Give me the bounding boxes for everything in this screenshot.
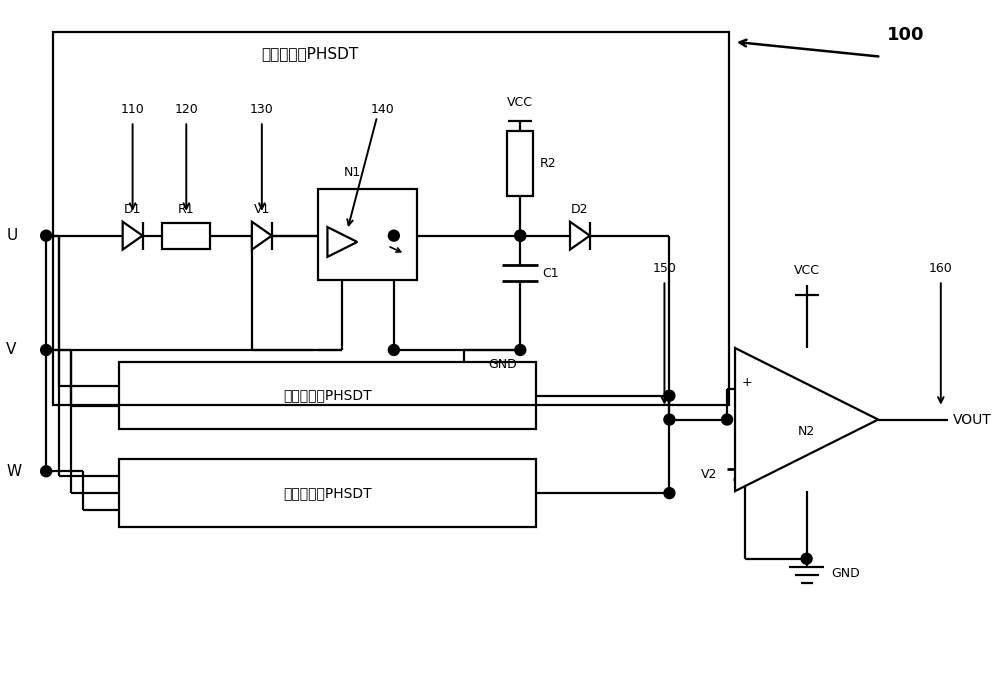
Text: V1: V1 [254,203,270,216]
Text: VCC: VCC [507,97,533,110]
Text: U: U [6,228,18,243]
Circle shape [722,414,733,425]
Bar [119,460,536,527]
Circle shape [41,344,52,355]
Polygon shape [123,221,143,250]
Bar [318,189,417,280]
Circle shape [515,230,526,241]
Bar [119,362,536,429]
Text: D1: D1 [124,203,141,216]
Text: 130: 130 [250,104,274,117]
Text: N1: N1 [344,166,361,179]
Text: GND: GND [488,358,517,371]
Circle shape [515,344,526,355]
Text: 相检测电路PHSDT: 相检测电路PHSDT [283,388,372,403]
Text: +: + [742,376,752,389]
Text: 150: 150 [653,262,676,275]
Polygon shape [252,221,272,250]
Circle shape [801,553,812,564]
Text: C1: C1 [542,267,559,280]
Text: VCC: VCC [794,264,820,277]
Polygon shape [327,227,357,257]
Circle shape [664,488,675,499]
Bar [507,131,533,196]
Text: 160: 160 [929,262,953,275]
Circle shape [41,230,52,241]
Polygon shape [735,348,878,491]
Circle shape [388,230,399,241]
Text: 140: 140 [370,104,394,117]
Text: 相检测电路PHSDT: 相检测电路PHSDT [261,46,359,61]
Text: 100: 100 [887,26,925,43]
Circle shape [41,466,52,477]
Text: VOUT: VOUT [953,413,991,426]
Circle shape [515,230,526,241]
Text: D2: D2 [571,203,589,216]
Circle shape [664,414,675,425]
Bar [53,32,729,404]
Text: R2: R2 [540,157,557,170]
Text: V: V [6,342,17,357]
Text: R1: R1 [178,203,195,216]
Text: V2: V2 [701,468,717,481]
Polygon shape [570,221,590,250]
Text: W: W [6,464,21,479]
Text: 相检测电路PHSDT: 相检测电路PHSDT [283,486,372,500]
Text: 120: 120 [174,104,198,117]
Circle shape [388,344,399,355]
Text: N2: N2 [798,425,815,438]
Circle shape [664,391,675,401]
Bar [162,223,210,248]
Text: 110: 110 [121,104,144,117]
Text: GND: GND [831,567,860,580]
